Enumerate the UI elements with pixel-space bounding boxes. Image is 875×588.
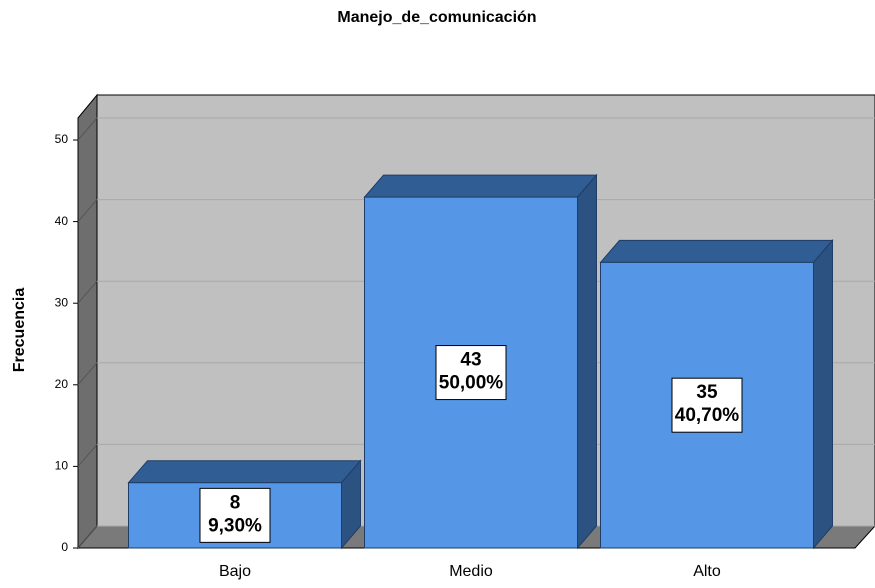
percent-label: 9,30% xyxy=(208,515,262,536)
y-tick-label: 50 xyxy=(55,132,69,146)
value-label-box xyxy=(199,487,271,543)
grid-line xyxy=(77,280,98,304)
y-tick-label: 30 xyxy=(55,295,69,309)
grid-line xyxy=(77,199,98,222)
y-tick-label: 20 xyxy=(55,377,69,391)
value-label: 8 xyxy=(230,492,241,513)
bar-top xyxy=(127,460,362,484)
value-label: 43 xyxy=(460,350,481,371)
grid-line xyxy=(77,117,98,141)
grid-line xyxy=(77,362,98,386)
x-tick-label: Medio xyxy=(449,563,493,580)
y-tick-label: 0 xyxy=(61,540,68,554)
bar-side xyxy=(577,173,597,550)
bar-top xyxy=(363,174,598,198)
grid-line xyxy=(77,525,98,549)
value-label-box xyxy=(435,345,507,401)
x-tick-label: Alto xyxy=(693,563,721,580)
y-axis-label: Frecuencia xyxy=(11,288,28,373)
chart-title: Manejo_de_comunicación xyxy=(337,9,536,26)
grid-line xyxy=(77,444,98,467)
percent-label: 50,00% xyxy=(439,373,504,394)
bar-top xyxy=(599,239,834,263)
left-wall xyxy=(77,93,98,550)
bar-side xyxy=(813,239,833,550)
value-label: 35 xyxy=(696,382,718,403)
percent-label: 40,70% xyxy=(675,405,740,426)
y-tick-label: 40 xyxy=(55,214,69,228)
x-tick-label: Bajo xyxy=(219,563,251,580)
y-tick-label: 10 xyxy=(55,459,69,473)
value-label-box xyxy=(671,377,743,433)
